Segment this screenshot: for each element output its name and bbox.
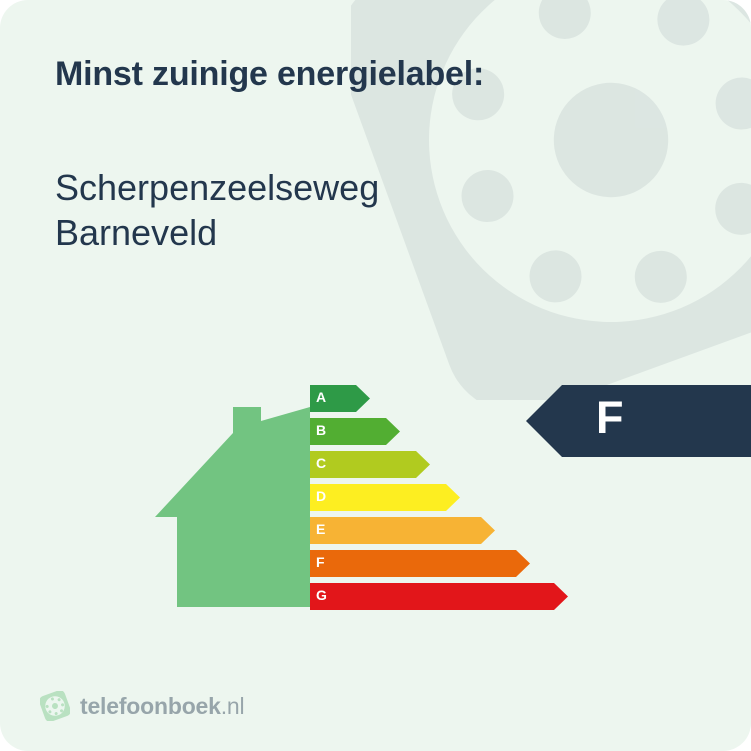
brand-name: telefoonboek.nl	[80, 693, 244, 720]
callout-shape	[526, 385, 751, 457]
telefoonboek-logo-icon	[40, 691, 70, 721]
bar-letter: G	[316, 587, 327, 603]
address-line-2: Barneveld	[55, 210, 379, 255]
energy-label-card: Minst zuinige energielabel: Scherpenzeel…	[0, 0, 751, 751]
bar-letter: E	[316, 521, 325, 537]
bar-letter: A	[316, 389, 326, 405]
callout-letter: F	[596, 392, 625, 444]
address-line-1: Scherpenzeelseweg	[55, 165, 379, 210]
bar-letter: F	[316, 554, 325, 570]
brand-footer: telefoonboek.nl	[40, 691, 244, 721]
address-block: Scherpenzeelseweg Barneveld	[55, 165, 379, 255]
house-icon	[155, 407, 310, 607]
energy-bar-f: F	[310, 550, 595, 577]
bar-letter: C	[316, 455, 326, 471]
energy-bar-d: D	[310, 484, 595, 511]
bar-letter: D	[316, 488, 326, 504]
energy-bar-e: E	[310, 517, 595, 544]
bar-letter: B	[316, 422, 326, 438]
brand-name-ext: .nl	[221, 693, 245, 719]
page-title: Minst zuinige energielabel:	[55, 55, 484, 94]
brand-name-bold: telefoonboek	[80, 693, 221, 719]
energy-bar-g: G	[310, 583, 595, 610]
rating-callout: F	[526, 385, 751, 457]
